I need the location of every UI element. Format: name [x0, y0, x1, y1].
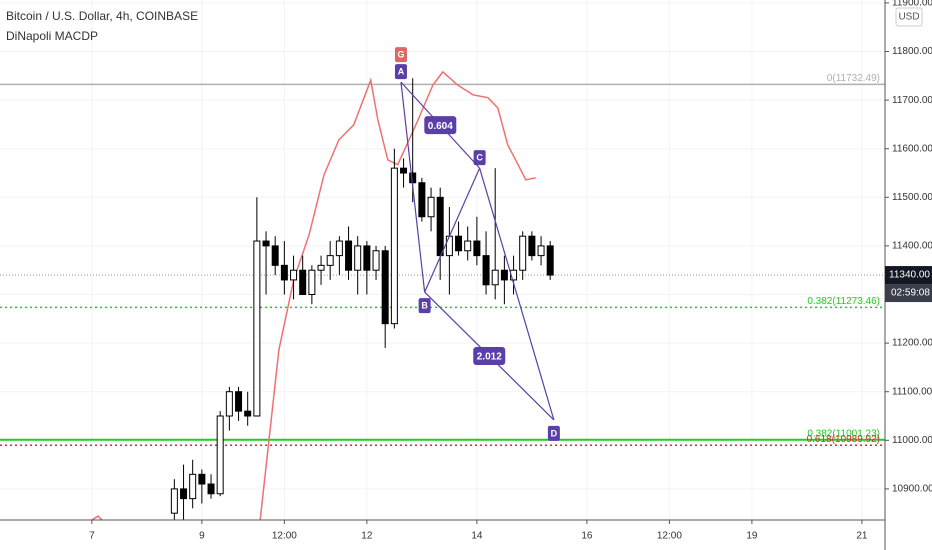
candle-body: [491, 269, 499, 286]
y-tick-label: 11900.00: [892, 0, 932, 9]
x-tick-label: 21: [856, 531, 868, 542]
y-tick-label: 11000.00: [892, 435, 932, 446]
candle-body: [189, 473, 197, 500]
point-box: [394, 64, 407, 80]
candle-body: [455, 235, 463, 252]
x-tick-label: 7: [89, 531, 95, 542]
candle-body: [537, 245, 545, 257]
x-tick-label: 12:00: [272, 531, 297, 542]
chart-title: Bitcoin / U.S. Dollar, 4h, COINBASE: [6, 9, 198, 23]
point-box: [418, 298, 431, 314]
point-label: B: [421, 300, 428, 310]
level-label: 0.382(11001.23): [807, 428, 880, 439]
candle-body: [253, 240, 261, 417]
candle-body: [363, 245, 371, 271]
axes: 10900.0011000.0011100.0011200.0011300.00…: [89, 0, 932, 542]
candle-body: [445, 235, 453, 257]
levels: [0, 83, 885, 446]
last-price-label: 11340.00: [889, 270, 930, 281]
y-tick-label: 11200.00: [892, 338, 932, 349]
candle-body: [418, 182, 426, 218]
point-label: D: [551, 428, 558, 438]
candle-body: [299, 269, 307, 296]
signal-label: G: [397, 50, 404, 60]
countdown-box: [885, 284, 932, 303]
currency[interactable]: USD: [898, 12, 919, 23]
candle-body: [235, 391, 243, 412]
y-tick-label: 11400.00: [892, 241, 932, 252]
ratio-label: 0.604: [428, 121, 453, 132]
candle-body: [207, 483, 215, 495]
y-tick-label: 11100.00: [892, 386, 932, 397]
candle-body: [345, 240, 353, 271]
candle-body: [225, 391, 233, 417]
candle-body: [271, 245, 279, 266]
candle-body: [390, 167, 398, 325]
signal-box: [394, 47, 407, 63]
y-tick-label: 11500.00: [892, 192, 932, 203]
point-box: [473, 150, 486, 166]
candle-body: [280, 264, 288, 281]
pattern-leg: [424, 167, 481, 293]
y-tick-label: 11600.00: [892, 143, 932, 154]
ratio-box: [473, 346, 506, 365]
candle-body: [262, 240, 270, 247]
y-tick-label: 10900.00: [892, 484, 932, 495]
candle-body: [290, 269, 298, 281]
pattern-leg: [479, 167, 555, 421]
candle-body: [519, 235, 527, 271]
ratio-label: 2.012: [477, 352, 502, 363]
candle-body: [326, 255, 334, 266]
candle-body: [464, 240, 472, 252]
x-tick-label: 19: [746, 531, 758, 542]
candle-body: [198, 473, 206, 485]
candle-body: [372, 250, 380, 271]
x-tick-label: 16: [581, 531, 593, 542]
y-tick-label: 11700.00: [892, 95, 932, 106]
point-box: [547, 425, 560, 441]
last-price-box: [885, 266, 932, 285]
candle-body: [528, 235, 536, 257]
ratio-box: [424, 116, 457, 135]
pattern-leg: [400, 82, 426, 293]
candle-body: [216, 415, 224, 495]
candle-body: [500, 269, 508, 281]
candle-body: [482, 255, 490, 286]
level-label: 0.382(11273.46): [807, 296, 880, 307]
candle-body: [354, 245, 362, 271]
level-label: 0(11732.49): [827, 73, 880, 84]
candle-body: [317, 264, 325, 271]
point-label: A: [398, 67, 405, 77]
candle-body: [436, 196, 444, 257]
x-tick-label: 9: [199, 531, 205, 542]
point-label: C: [476, 153, 483, 163]
countdown: 02:59:08: [891, 288, 930, 299]
y-tick-label: 11800.00: [892, 46, 932, 57]
candle-body: [473, 240, 481, 257]
x-tick-label: 12: [361, 531, 373, 542]
x-tick-label: 12:00: [657, 531, 682, 542]
candle-body: [244, 410, 252, 417]
currency-box[interactable]: [895, 7, 923, 27]
candle-body: [546, 245, 554, 276]
pattern: 0.604 2.012 A B C D G: [394, 47, 560, 441]
candle-body: [335, 240, 343, 257]
x-tick-label: 14: [471, 531, 483, 542]
indicator-name: DiNapoli MACDP: [6, 29, 98, 43]
candle-body: [308, 269, 316, 296]
candle-body: [180, 488, 188, 500]
candle-body: [381, 250, 389, 325]
candle-body: [400, 167, 408, 174]
candle-body: [427, 196, 435, 218]
candle-body: [170, 488, 178, 514]
candles: [170, 78, 554, 520]
level-label: 0.618(10989.92): [807, 434, 880, 445]
